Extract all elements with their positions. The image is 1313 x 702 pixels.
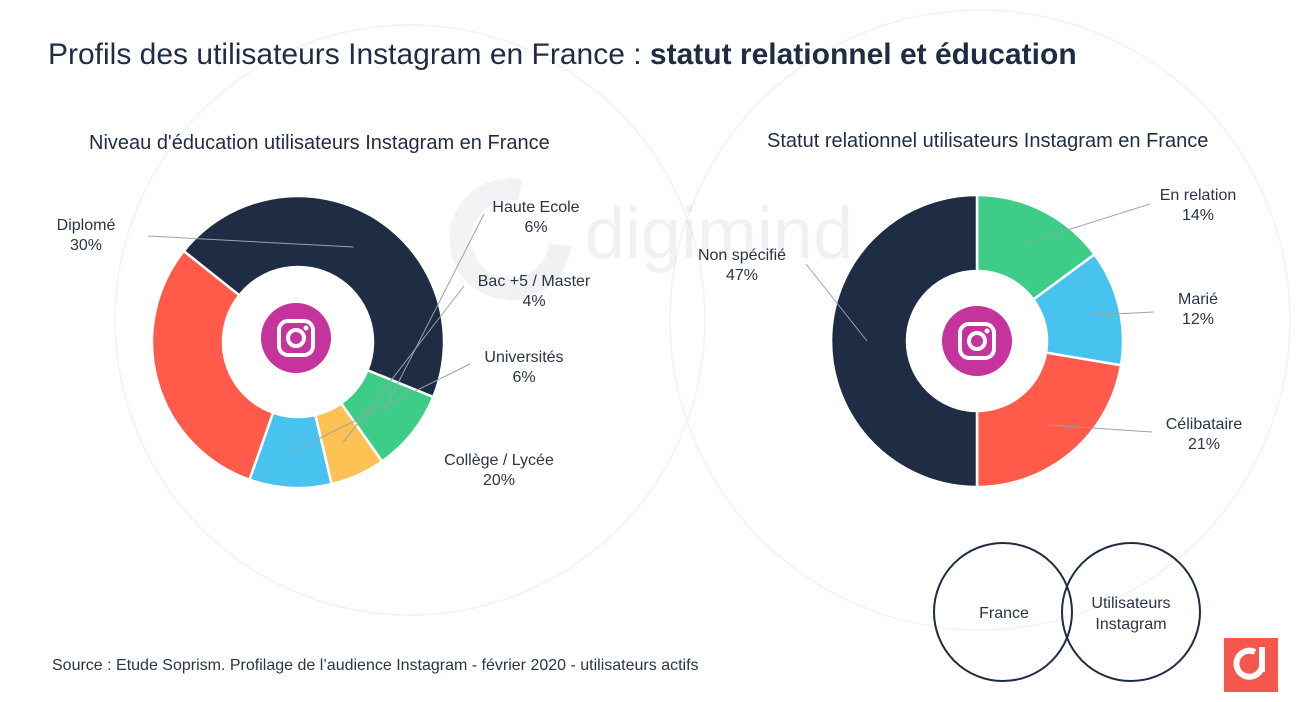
venn-label-france: France [979, 605, 1029, 622]
slice-label-diplome: Diplomé 30% [56, 217, 116, 254]
slice-label-college-lycee: Collège / Lycée 20% [444, 452, 554, 489]
leader-line-non-specifie [805, 263, 868, 342]
slice-college-lycee [150, 249, 275, 482]
venn-circle-france [933, 542, 1073, 682]
instagram-icon [261, 303, 331, 373]
education-donut-chart [150, 194, 446, 490]
page-title: Profils des utilisateurs Instagram en Fr… [48, 38, 1077, 71]
leader-line-en-relation [1026, 203, 1151, 244]
instagram-icon [942, 306, 1012, 376]
watermark-text: digimind [585, 194, 853, 274]
leader-lines [147, 203, 1155, 453]
venn-circle-instagram-users [1061, 542, 1201, 682]
slice-diplome [181, 194, 446, 399]
leader-line-haute-ecole [383, 213, 485, 411]
slice-label-non-specifie: Non spécifié 47% [697, 247, 787, 284]
relationship-chart-title: Statut relationnel utilisateurs Instagra… [767, 130, 1209, 152]
leader-line-universites [291, 363, 471, 453]
leader-line-diplome [147, 235, 354, 248]
slice-label-celibataire: Célibataire 21% [1165, 416, 1243, 453]
slice-label-universites: Universités 6% [484, 349, 564, 386]
source-footnote: Source : Etude Soprism. Profilage de l’a… [52, 657, 699, 674]
education-chart-title: Niveau d'éducation utilisateurs Instagra… [89, 132, 550, 154]
digimind-watermark: digimind [449, 178, 853, 300]
venn-label-instagram-users: Utilisateurs Instagram [1091, 595, 1171, 633]
leader-line-celibataire [1047, 424, 1153, 433]
slice-non-specifie [829, 193, 979, 489]
slice-label-bac5-master: Bac +5 / Master 4% [477, 273, 591, 310]
relationship-donut-chart [829, 193, 1125, 489]
digimind-logo [1224, 638, 1278, 692]
leader-line-marie [1083, 311, 1155, 316]
slice-label-en-relation: En relation 14% [1159, 187, 1237, 224]
background-circle-right [669, 9, 1291, 631]
slice-label-haute-ecole: Haute Ecole 6% [492, 199, 580, 236]
slice-label-marie: Marié 12% [1177, 291, 1218, 328]
background-circle-left [114, 24, 706, 616]
slice-celibataire [975, 351, 1123, 489]
